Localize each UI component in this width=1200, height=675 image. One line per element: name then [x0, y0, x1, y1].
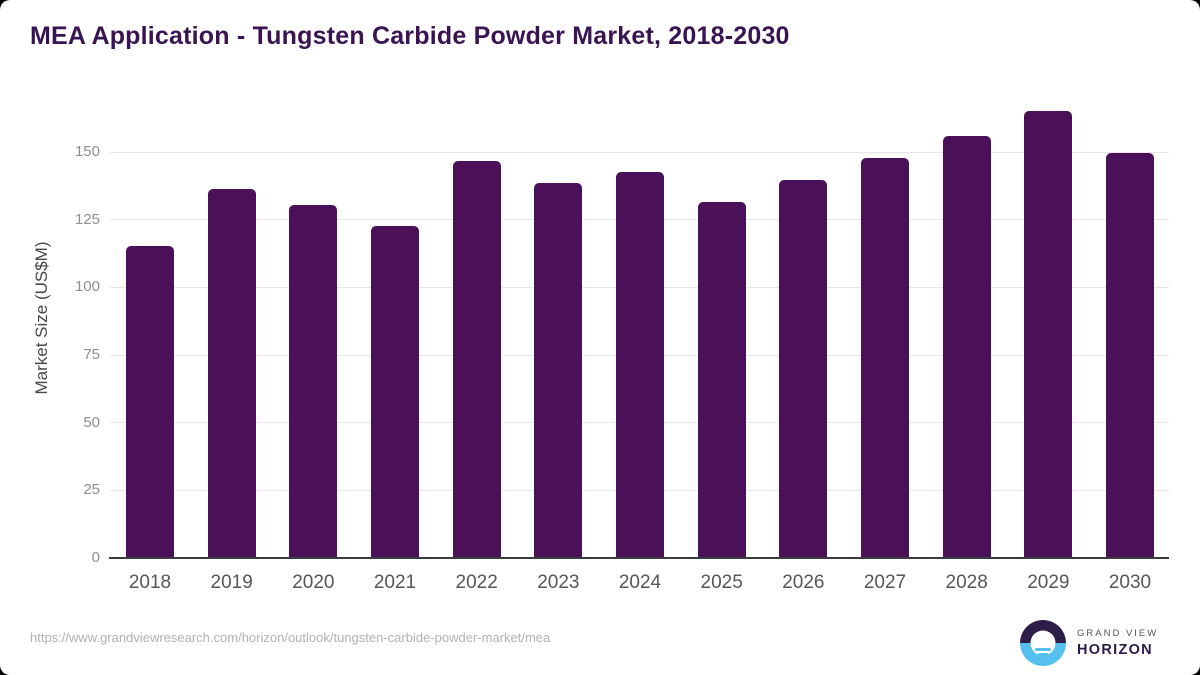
x-tick-label-2020: 2020 [292, 572, 335, 593]
bar-2025[interactable] [697, 201, 746, 558]
logo-text: GRAND VIEW HORIZON [1077, 628, 1158, 658]
x-tick-label-2026: 2026 [782, 572, 825, 593]
chart-title: MEA Application - Tungsten Carbide Powde… [30, 22, 790, 50]
bar-2023[interactable] [534, 183, 583, 558]
logo-sun-circle [1030, 630, 1056, 656]
y-tick-label-150: 150 [74, 143, 100, 160]
bar-2026[interactable] [779, 180, 828, 558]
x-tick-label-2025: 2025 [700, 572, 743, 593]
bar-2030[interactable] [1106, 153, 1154, 558]
x-tick-label-2029: 2029 [1027, 572, 1070, 593]
bar-2020[interactable] [289, 205, 338, 558]
x-tick-label-2018: 2018 [128, 572, 172, 593]
y-axis-title: Market Size (US$M) [32, 241, 51, 395]
y-tick-label-100: 100 [74, 278, 100, 296]
bar-2019[interactable] [207, 188, 256, 558]
x-tick-label-2023: 2023 [537, 572, 580, 593]
bar-2024[interactable] [616, 172, 664, 558]
y-tick-label-125: 125 [74, 210, 100, 228]
horizon-sun-icon [1020, 620, 1066, 666]
x-tick-label-2030: 2030 [1108, 572, 1152, 593]
x-tick-label-2022: 2022 [455, 572, 498, 593]
y-tick-label-75: 75 [83, 346, 100, 363]
source-url: https://www.grandviewresearch.com/horizo… [30, 630, 551, 645]
y-tick-label-50: 50 [83, 413, 100, 431]
gridline-y-150 [110, 151, 1169, 153]
y-tick-label-25: 25 [83, 481, 100, 499]
bar-2021[interactable] [371, 226, 419, 558]
x-axis-line [109, 557, 1169, 559]
grandview-horizon-logo: GRAND VIEW HORIZON [1020, 620, 1158, 666]
bar-2028[interactable] [942, 136, 991, 558]
bar-2029[interactable] [1024, 110, 1073, 558]
logo-product-name: HORIZON [1077, 642, 1153, 658]
logo-horizon-line-1 [1035, 648, 1051, 651]
bar-2027[interactable] [861, 158, 909, 558]
x-tick-label-2028: 2028 [945, 572, 988, 593]
logo-horizon-line-2 [1038, 653, 1048, 656]
y-tick-label-0: 0 [91, 549, 100, 566]
bar-2022[interactable] [452, 161, 501, 558]
logo-brand-name: GRAND VIEW [1077, 628, 1159, 639]
x-tick-label-2027: 2027 [863, 572, 907, 593]
x-tick-label-2021: 2021 [373, 572, 417, 593]
x-tick-label-2019: 2019 [210, 572, 253, 593]
x-tick-label-2024: 2024 [618, 572, 662, 593]
bar-2018[interactable] [126, 246, 174, 558]
